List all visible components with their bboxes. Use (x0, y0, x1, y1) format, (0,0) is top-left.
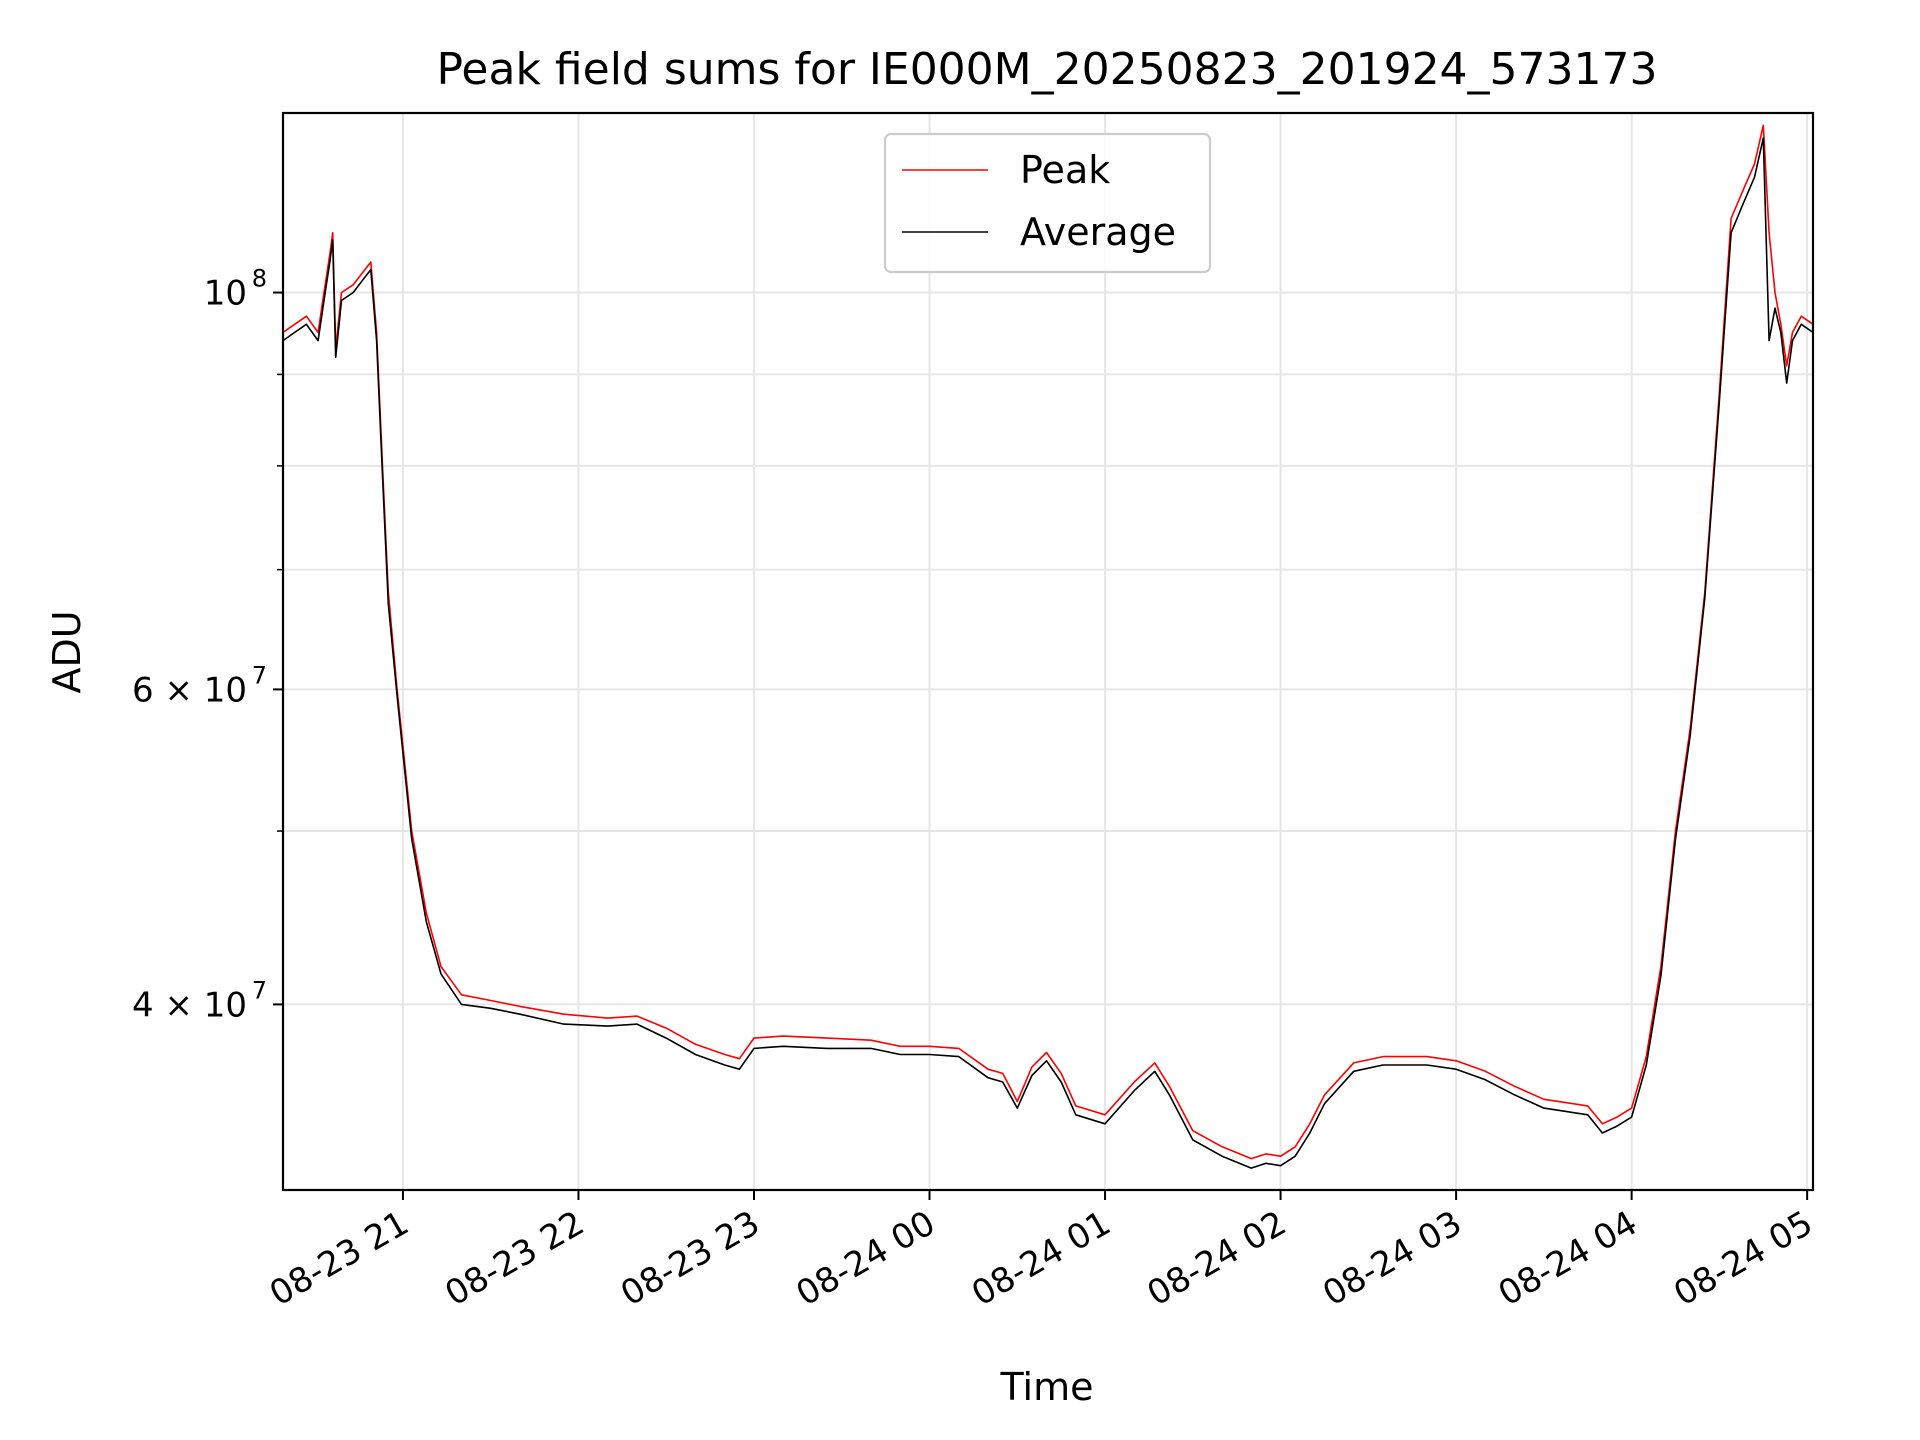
legend-label-peak: Peak (1020, 148, 1110, 192)
grid-lines (283, 113, 1813, 1190)
y-axis-label: ADU (45, 610, 89, 693)
series-line-average (282, 137, 1814, 1169)
y-tick-label: 4 × 10 (132, 985, 247, 1025)
y-axis-ticks: 10 86 × 10 74 × 10 7 (132, 265, 283, 1025)
y-tick-label-exponent: 7 (252, 976, 267, 1004)
chart-title: Peak field sums for IE000M_20250823_2019… (436, 44, 1657, 95)
legend: Peak Average (883, 132, 1212, 274)
plot-frame (281, 111, 1815, 1192)
y-tick-label-exponent: 8 (252, 265, 267, 293)
legend-label-average: Average (1020, 210, 1176, 254)
series-lines (282, 124, 1814, 1169)
x-axis-label: Time (1000, 1365, 1094, 1409)
y-tick-label-exponent: 7 (252, 661, 267, 689)
y-tick-label: 6 × 10 (132, 670, 247, 710)
legend-box (883, 132, 1212, 274)
y-tick-label: 10 (204, 274, 247, 314)
